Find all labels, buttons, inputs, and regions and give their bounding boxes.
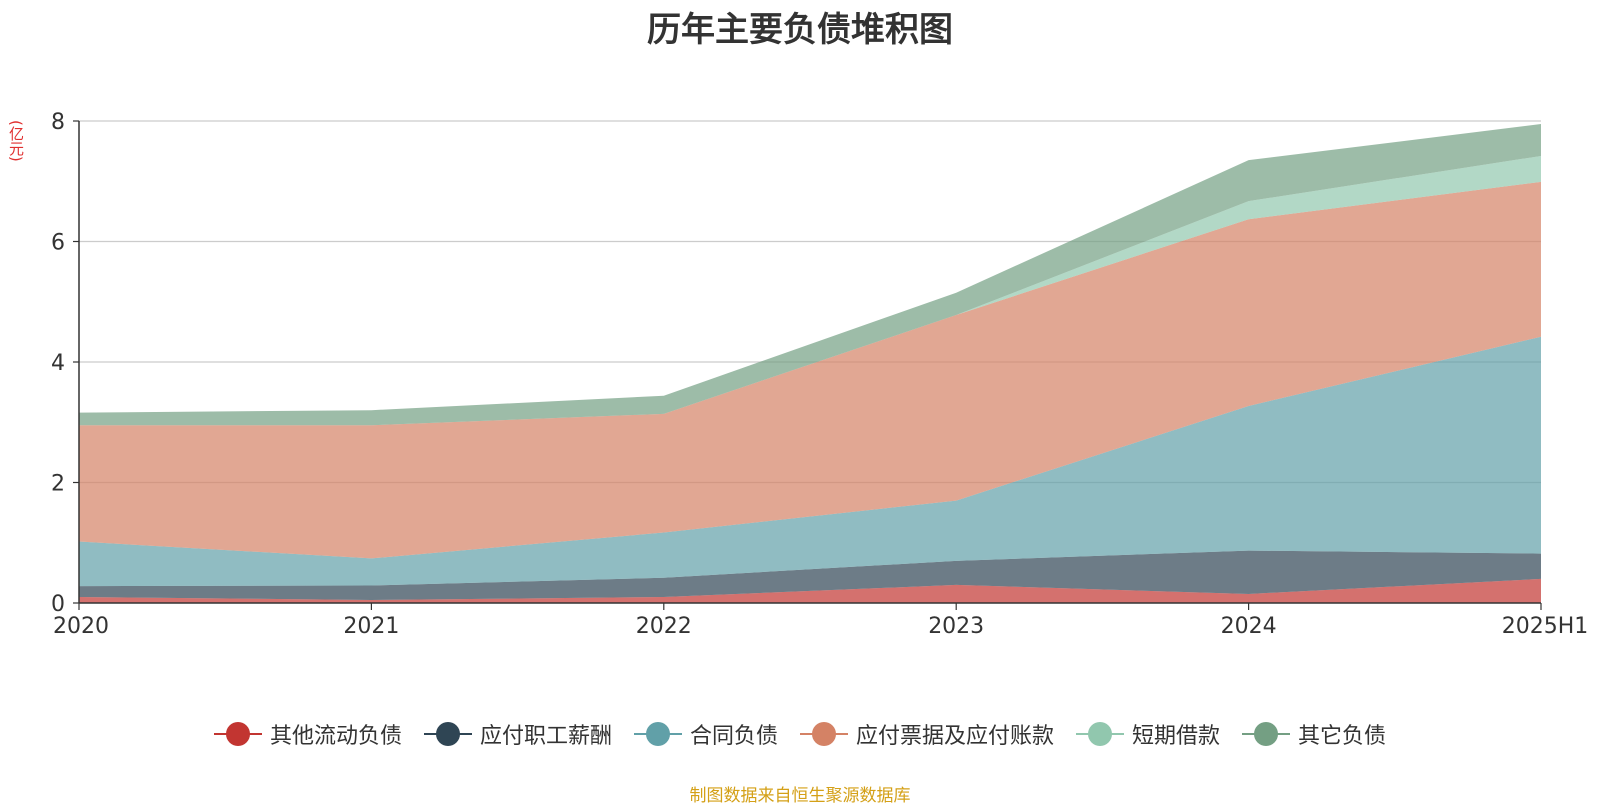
legend: 其他流动负债 应付职工薪酬 合同负债 应付票据及应付账款 短期借款 其它负债: [0, 718, 1600, 750]
area-series-4: [79, 155, 1541, 426]
axes: 0 2 4 6 8 2020 2021 2022 2023 2024 2025H1: [51, 110, 1588, 639]
area-series-5: [79, 124, 1541, 426]
y-tick-label: 4: [51, 351, 65, 376]
legend-marker-icon: [800, 722, 848, 746]
y-tick-label: 0: [51, 592, 65, 617]
legend-label: 应付票据及应付账款: [856, 724, 1055, 749]
area-series-1: [79, 550, 1541, 600]
x-tick-label: 2023: [928, 614, 984, 639]
y-tick-label: 2: [51, 472, 65, 497]
legend-item-2[interactable]: 合同负债: [633, 718, 778, 750]
legend-marker-icon: [423, 722, 472, 746]
legend-marker-icon: [1242, 722, 1291, 746]
legend-marker-icon: [213, 722, 262, 746]
y-tick-label: 8: [51, 110, 65, 135]
x-tick-label: 2020: [53, 614, 109, 639]
chart-title: 历年主要负债堆积图: [647, 10, 953, 50]
x-tick-label: 2021: [343, 614, 399, 639]
y-tick-label: 6: [51, 231, 65, 256]
legend-marker-icon: [1076, 722, 1125, 746]
legend-item-1[interactable]: 应付职工薪酬: [423, 718, 612, 750]
legend-label: 短期借款: [1132, 724, 1221, 749]
x-tick-label: 2022: [636, 614, 692, 639]
y-axis-unit-label: (亿元): [7, 120, 25, 162]
legend-item-4[interactable]: 短期借款: [1076, 718, 1220, 750]
area-series-2: [79, 336, 1541, 587]
x-tick-label: 2025H1: [1502, 614, 1589, 639]
area-series: [79, 124, 1541, 603]
legend-label: 合同负债: [689, 724, 778, 749]
area-series-0: [79, 578, 1541, 603]
legend-label: 应付职工薪酬: [479, 724, 612, 749]
legend-item-5[interactable]: 其它负债: [1242, 718, 1386, 750]
legend-label: 其他流动负债: [269, 724, 402, 749]
area-series-3: [79, 181, 1541, 559]
legend-item-0[interactable]: 其他流动负债: [213, 718, 402, 750]
legend-marker-icon: [633, 722, 682, 746]
source-note: 制图数据来自恒生聚源数据库: [689, 786, 911, 806]
x-tick-label: 2024: [1221, 614, 1277, 639]
legend-item-3[interactable]: 应付票据及应付账款: [800, 718, 1054, 750]
legend-label: 其它负债: [1298, 724, 1387, 749]
